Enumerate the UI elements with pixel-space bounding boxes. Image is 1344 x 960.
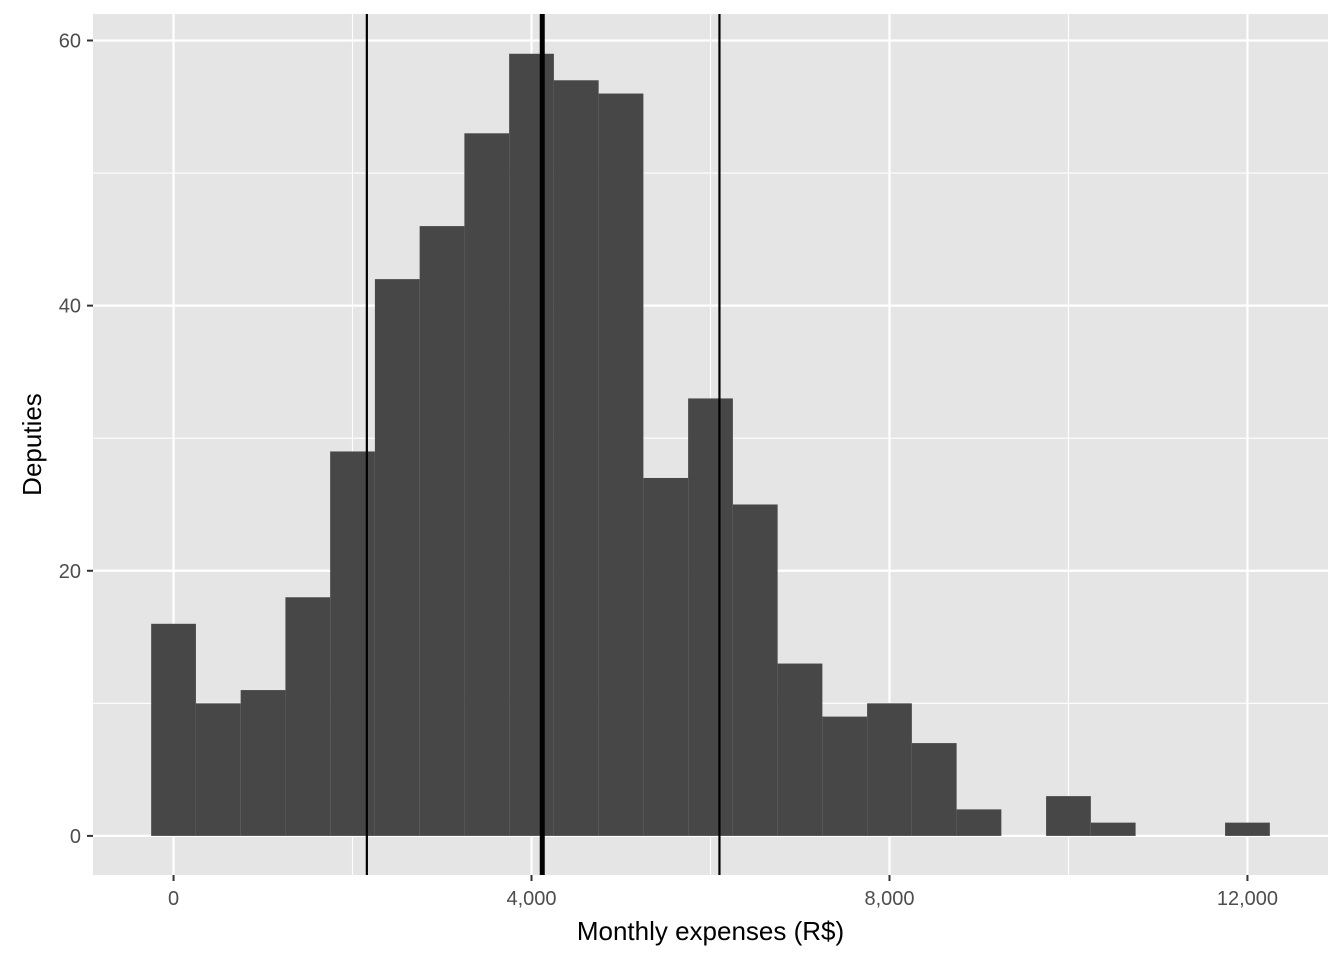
x-tick-label: 12,000: [1217, 888, 1278, 910]
y-axis: 0 20 40 60: [59, 31, 93, 848]
histogram-bar: [956, 809, 1002, 836]
y-tick-label: 60: [59, 31, 81, 53]
histogram-bar: [822, 716, 868, 836]
x-tick-label: 8,000: [864, 888, 914, 910]
histogram-bar: [732, 504, 778, 836]
histogram-bar: [911, 743, 957, 836]
histogram-bar: [1046, 796, 1091, 836]
x-tick-label: 4,000: [506, 888, 556, 910]
y-axis-title: Deputies: [17, 393, 47, 496]
y-tick-label: 40: [59, 296, 81, 318]
histogram-bar: [285, 597, 331, 836]
histogram-bar: [553, 80, 599, 836]
histogram-bar: [330, 451, 375, 836]
histogram-bar: [1225, 822, 1270, 836]
histogram-bar: [688, 398, 733, 836]
histogram-bar: [867, 703, 912, 836]
y-tick-label: 20: [59, 561, 81, 583]
histogram-bar: [598, 93, 644, 836]
histogram-bar: [643, 477, 689, 836]
histogram-bar: [195, 703, 241, 836]
reference-lines: [365, 14, 721, 875]
histogram-bar: [419, 226, 465, 836]
x-axis-title: Monthly expenses (R$): [577, 916, 844, 946]
histogram-bars: [151, 53, 1270, 836]
histogram-bar: [464, 133, 510, 836]
histogram-bar: [151, 623, 196, 836]
histogram-bar: [240, 690, 286, 836]
histogram-bar: [509, 53, 554, 836]
x-tick-label: 0: [168, 888, 179, 910]
histogram-bar: [374, 279, 420, 836]
histogram-bar: [777, 663, 823, 836]
histogram-bar: [1090, 822, 1136, 836]
x-axis: 0 4,000 8,000 12,000: [168, 875, 1278, 910]
y-tick-label: 0: [70, 826, 81, 848]
